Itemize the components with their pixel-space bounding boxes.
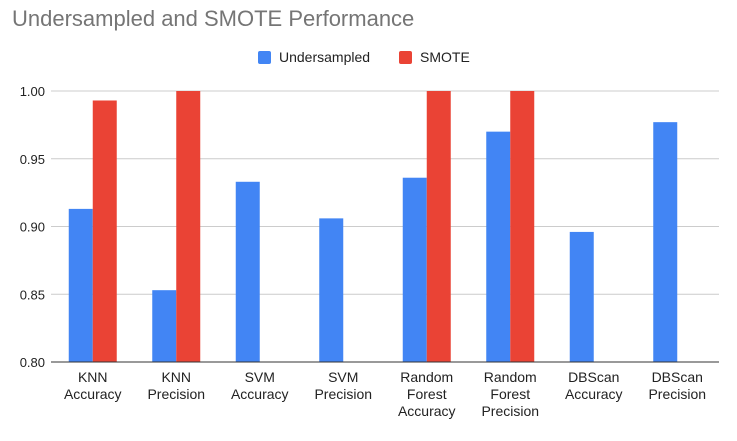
legend-label: Undersampled [279,49,370,65]
bar-undersampled [68,208,93,362]
x-tick-label: KNN [78,369,108,385]
x-tick-label: Precision [314,386,372,402]
x-tick-label: Precision [648,386,706,402]
x-tick-label: SVM [328,369,358,385]
x-tick-label: DBScan [568,369,619,385]
bar-smote [510,91,535,362]
y-tick-label: 0.95 [20,152,45,167]
x-tick-label: Forest [407,386,447,402]
x-tick-label: Random [484,369,537,385]
bar-undersampled [319,218,344,362]
legend-label: SMOTE [420,49,470,65]
bar-undersampled [402,177,427,362]
bar-smote [176,91,201,362]
bar-undersampled [235,181,260,362]
chart-title: Undersampled and SMOTE Performance [12,6,415,31]
bar-undersampled [486,131,511,362]
y-tick-label: 1.00 [20,84,45,99]
x-tick-label: Random [400,369,453,385]
x-tick-label: KNN [161,369,191,385]
x-tick-label: Accuracy [64,386,122,402]
bar-undersampled [152,290,177,362]
legend-swatch-smote [399,51,412,64]
x-tick-label: Accuracy [565,386,623,402]
bar-smote [426,91,451,362]
bar-undersampled [569,231,594,362]
y-tick-label: 0.85 [20,287,45,302]
x-tick-label: Precision [147,386,205,402]
bar-undersampled [653,122,678,362]
legend-swatch-undersampled [258,51,271,64]
x-tick-label: SVM [245,369,275,385]
x-tick-label: Accuracy [398,403,456,419]
bar-smote [92,100,117,363]
y-tick-label: 0.90 [20,220,45,235]
x-tick-label: DBScan [652,369,703,385]
x-tick-label: Forest [490,386,530,402]
y-tick-label: 0.80 [20,355,45,370]
x-tick-label: Precision [481,403,539,419]
x-tick-label: Accuracy [231,386,289,402]
